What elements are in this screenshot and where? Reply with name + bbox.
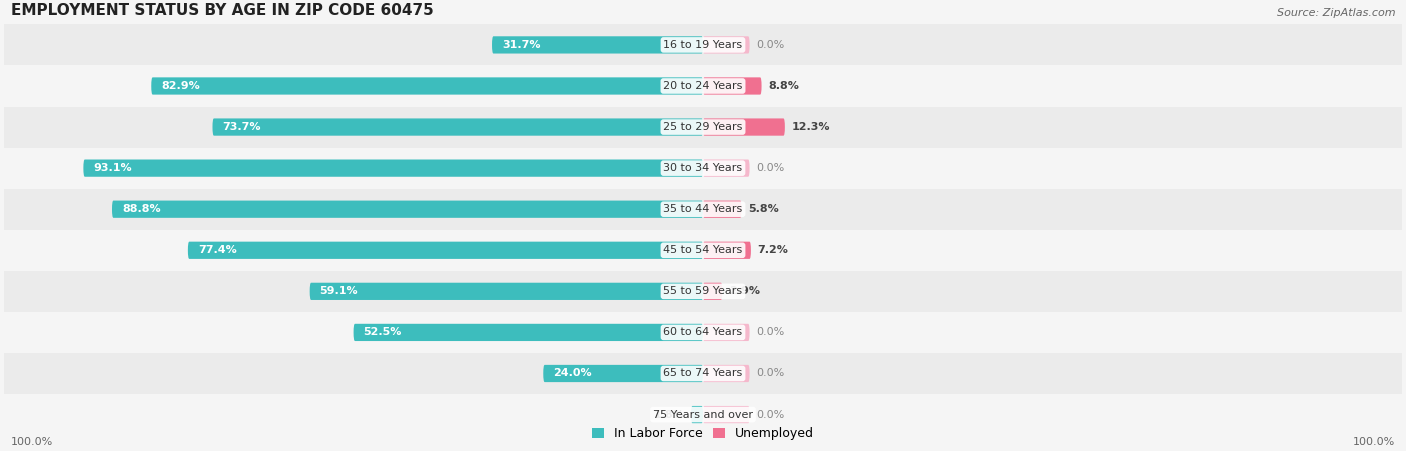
Bar	[4, 189, 1402, 230]
Text: Source: ZipAtlas.com: Source: ZipAtlas.com	[1277, 8, 1395, 18]
FancyBboxPatch shape	[212, 119, 703, 136]
Text: 20 to 24 Years: 20 to 24 Years	[664, 81, 742, 91]
FancyBboxPatch shape	[703, 36, 749, 54]
FancyBboxPatch shape	[703, 406, 749, 423]
Text: 52.5%: 52.5%	[364, 327, 402, 337]
FancyBboxPatch shape	[703, 201, 741, 218]
FancyBboxPatch shape	[353, 324, 703, 341]
Text: 45 to 54 Years: 45 to 54 Years	[664, 245, 742, 255]
Text: 100.0%: 100.0%	[1353, 437, 1395, 447]
Text: 75 Years and over: 75 Years and over	[652, 410, 754, 419]
FancyBboxPatch shape	[703, 119, 785, 136]
Text: 30 to 34 Years: 30 to 34 Years	[664, 163, 742, 173]
FancyBboxPatch shape	[703, 324, 749, 341]
FancyBboxPatch shape	[703, 160, 749, 177]
FancyBboxPatch shape	[188, 242, 703, 259]
Text: 12.3%: 12.3%	[792, 122, 830, 132]
Text: 2.9%: 2.9%	[728, 286, 761, 296]
Legend: In Labor Force, Unemployed: In Labor Force, Unemployed	[586, 422, 820, 445]
FancyBboxPatch shape	[703, 283, 723, 300]
Text: 5.8%: 5.8%	[748, 204, 779, 214]
FancyBboxPatch shape	[112, 201, 703, 218]
Text: 93.1%: 93.1%	[93, 163, 132, 173]
FancyBboxPatch shape	[703, 242, 751, 259]
FancyBboxPatch shape	[83, 160, 703, 177]
FancyBboxPatch shape	[703, 78, 762, 95]
Text: 0.0%: 0.0%	[756, 327, 785, 337]
Bar	[4, 394, 1402, 435]
Text: 8.8%: 8.8%	[768, 81, 799, 91]
Bar	[4, 106, 1402, 147]
Bar	[4, 353, 1402, 394]
Text: 100.0%: 100.0%	[11, 437, 53, 447]
Text: 16 to 19 Years: 16 to 19 Years	[664, 40, 742, 50]
Bar	[4, 65, 1402, 106]
Bar	[4, 230, 1402, 271]
Text: 0.0%: 0.0%	[756, 368, 785, 378]
Bar	[4, 271, 1402, 312]
Text: 24.0%: 24.0%	[553, 368, 592, 378]
Bar	[4, 24, 1402, 65]
FancyBboxPatch shape	[690, 406, 703, 423]
FancyBboxPatch shape	[492, 36, 703, 54]
Text: 35 to 44 Years: 35 to 44 Years	[664, 204, 742, 214]
Text: 77.4%: 77.4%	[198, 245, 236, 255]
Text: 0.0%: 0.0%	[756, 163, 785, 173]
FancyBboxPatch shape	[703, 365, 749, 382]
Text: 25 to 29 Years: 25 to 29 Years	[664, 122, 742, 132]
Text: EMPLOYMENT STATUS BY AGE IN ZIP CODE 60475: EMPLOYMENT STATUS BY AGE IN ZIP CODE 604…	[11, 3, 433, 18]
Text: 0.0%: 0.0%	[756, 410, 785, 419]
Bar	[4, 312, 1402, 353]
Text: 73.7%: 73.7%	[222, 122, 262, 132]
FancyBboxPatch shape	[152, 78, 703, 95]
Text: 65 to 74 Years: 65 to 74 Years	[664, 368, 742, 378]
Text: 1.8%: 1.8%	[654, 410, 685, 419]
Text: 88.8%: 88.8%	[122, 204, 160, 214]
Text: 31.7%: 31.7%	[502, 40, 540, 50]
FancyBboxPatch shape	[309, 283, 703, 300]
FancyBboxPatch shape	[543, 365, 703, 382]
Text: 7.2%: 7.2%	[758, 245, 789, 255]
Text: 55 to 59 Years: 55 to 59 Years	[664, 286, 742, 296]
Text: 0.0%: 0.0%	[756, 40, 785, 50]
Text: 60 to 64 Years: 60 to 64 Years	[664, 327, 742, 337]
Text: 82.9%: 82.9%	[162, 81, 200, 91]
Text: 59.1%: 59.1%	[319, 286, 359, 296]
Bar	[4, 147, 1402, 189]
